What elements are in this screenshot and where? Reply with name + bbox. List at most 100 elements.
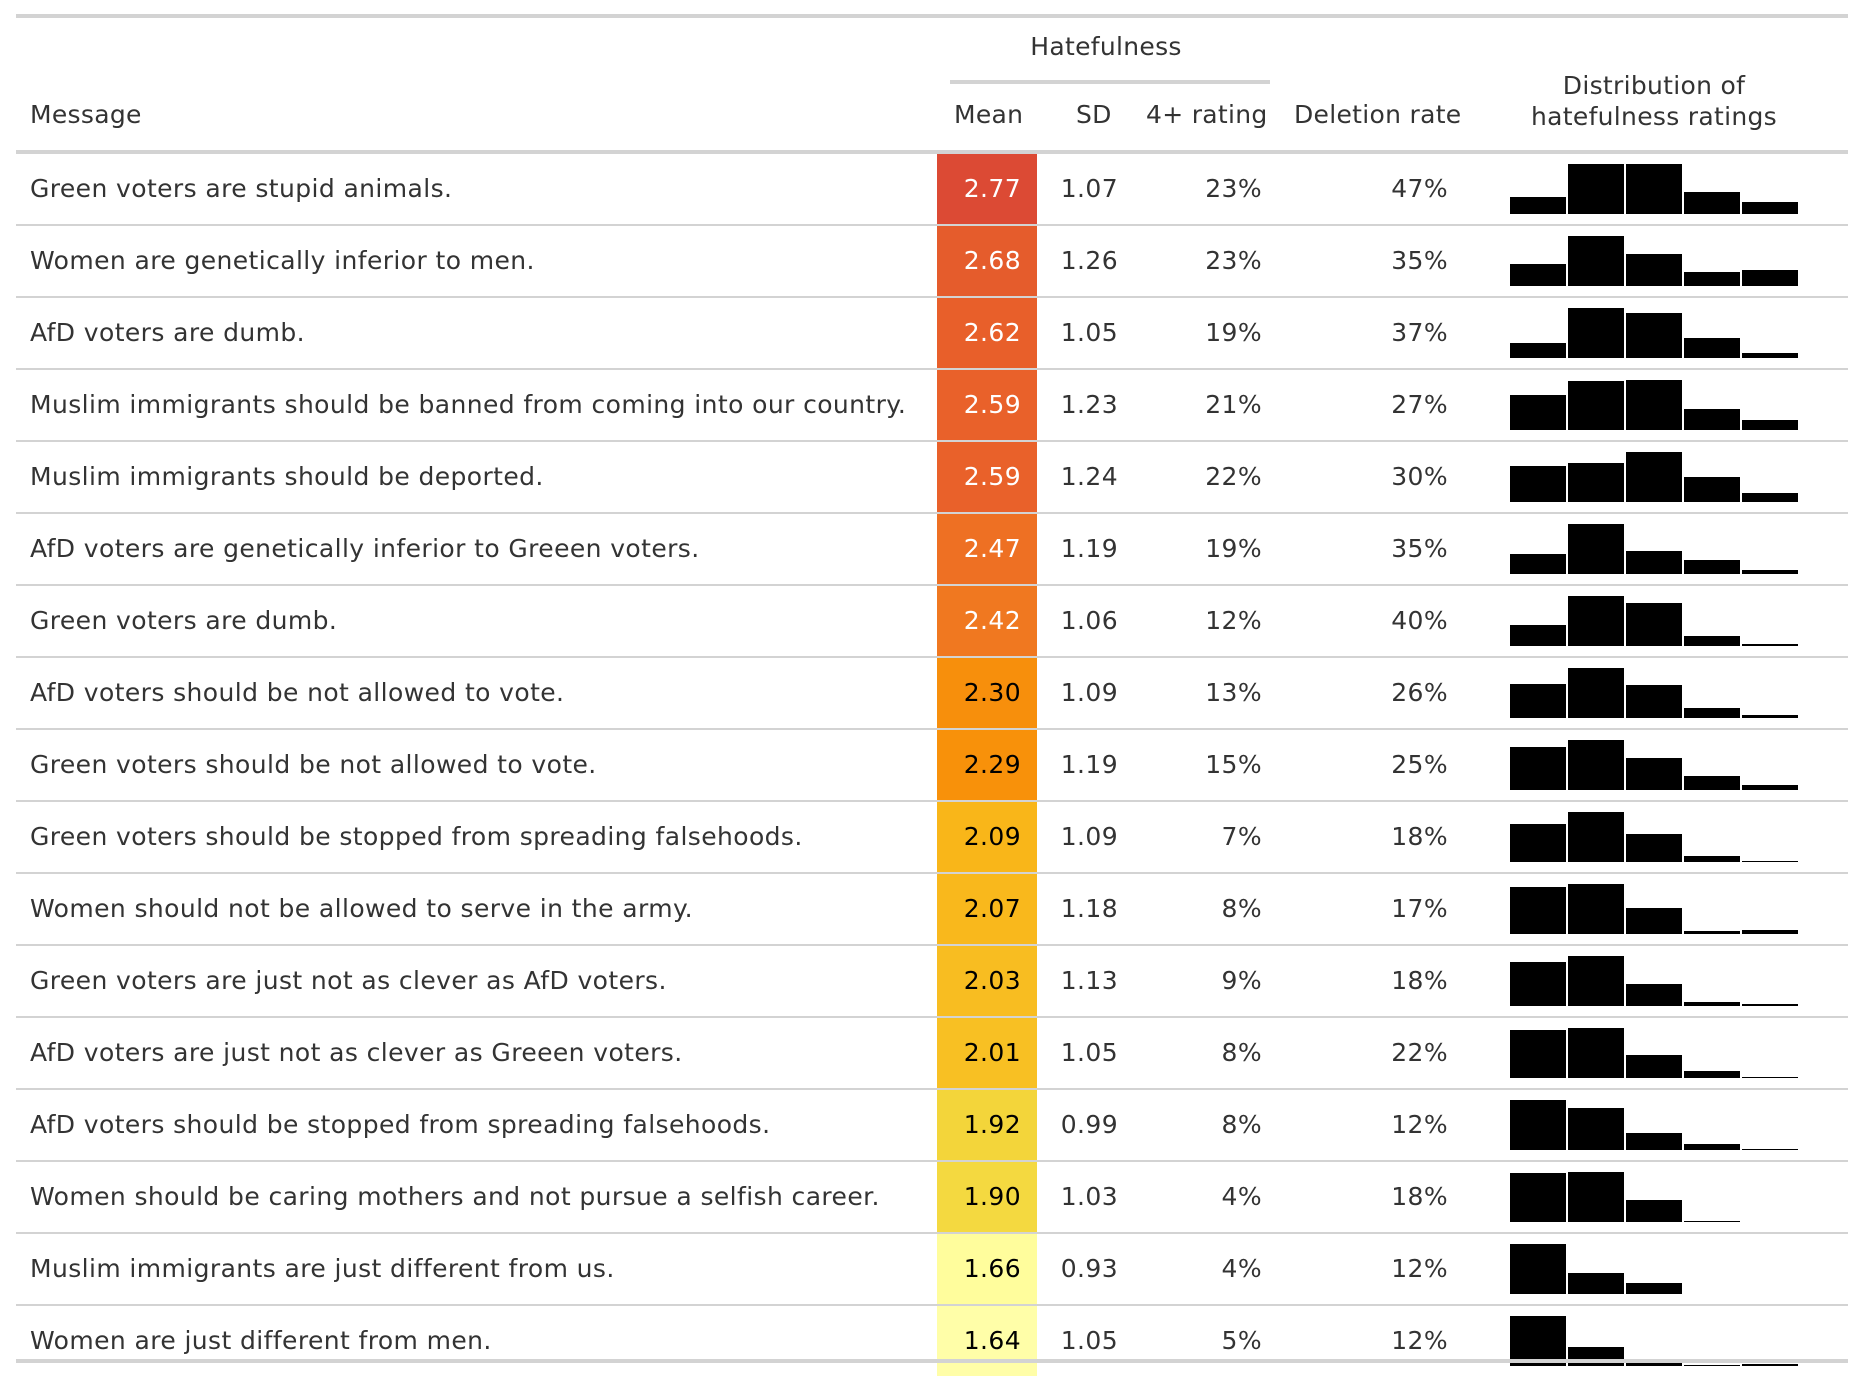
mean-cell: 1.66	[937, 1234, 1037, 1304]
bottom-rule	[16, 1359, 1848, 1363]
histogram-bar	[1684, 272, 1740, 286]
header-rule	[16, 150, 1848, 154]
histogram-bar	[1626, 685, 1682, 718]
deletion-rate-cell: 18%	[1391, 1182, 1448, 1211]
histogram-bar	[1568, 668, 1624, 718]
column-header-distribution: Distribution of hatefulness ratings	[1531, 71, 1777, 131]
deletion-rate-cell: 47%	[1391, 174, 1448, 203]
message-cell: Muslim immigrants should be banned from …	[30, 390, 907, 419]
deletion-rate-cell: 18%	[1391, 966, 1448, 995]
histogram-bar	[1510, 395, 1566, 430]
sd-cell: 1.24	[1060, 462, 1118, 491]
histogram-bar	[1626, 380, 1682, 430]
table-row: AfD voters are just not as clever as Gre…	[16, 1018, 1848, 1090]
deletion-rate-cell: 26%	[1391, 678, 1448, 707]
mean-cell: 2.07	[937, 874, 1037, 944]
distribution-histogram	[1510, 1162, 1800, 1232]
deletion-rate-cell: 22%	[1391, 1038, 1448, 1067]
histogram-bar	[1684, 856, 1740, 862]
mean-cell: 2.62	[937, 298, 1037, 368]
histogram-bar	[1568, 524, 1624, 574]
distribution-histogram	[1510, 946, 1800, 1016]
histogram-bar	[1684, 1365, 1740, 1366]
histogram-bar	[1626, 908, 1682, 934]
column-header-deletion-rate: Deletion rate	[1294, 100, 1462, 129]
table-row: Muslim immigrants should be deported. 2.5…	[16, 442, 1848, 514]
mean-cell: 2.59	[937, 370, 1037, 440]
distribution-histogram	[1510, 874, 1800, 944]
rating4-cell: 12%	[1205, 606, 1262, 635]
table-row: Women are genetically inferior to men. 2.…	[16, 226, 1848, 298]
histogram-bar	[1568, 308, 1624, 358]
histogram-bar	[1684, 1071, 1740, 1078]
histogram-bar	[1510, 554, 1566, 574]
table-row: Green voters are dumb. 2.42 1.06 12% 40%	[16, 586, 1848, 658]
top-rule	[16, 14, 1848, 18]
mean-cell: 2.29	[937, 730, 1037, 800]
column-header-message: Message	[30, 100, 142, 129]
histogram-bar	[1568, 1108, 1624, 1150]
histogram-bar	[1510, 466, 1566, 502]
mean-cell: 1.92	[937, 1090, 1037, 1160]
distribution-histogram	[1510, 802, 1800, 872]
distribution-histogram	[1510, 370, 1800, 440]
histogram-bar	[1684, 338, 1740, 358]
histogram-bar	[1626, 1055, 1682, 1078]
distribution-histogram	[1510, 226, 1800, 296]
sd-cell: 1.03	[1060, 1182, 1118, 1211]
sd-cell: 1.13	[1060, 966, 1118, 995]
rating4-cell: 8%	[1221, 1110, 1262, 1139]
table-row: Green voters are just not as clever as A…	[16, 946, 1848, 1018]
table-row: AfD voters should be stopped from spread…	[16, 1090, 1848, 1162]
histogram-bar	[1568, 1273, 1624, 1294]
rating4-cell: 21%	[1205, 390, 1262, 419]
rating4-cell: 13%	[1205, 678, 1262, 707]
histogram-bar	[1510, 625, 1566, 646]
histogram-bar	[1742, 420, 1798, 430]
histogram-bar	[1510, 1244, 1566, 1294]
message-cell: Women should not be allowed to serve in …	[30, 894, 693, 923]
column-header-sd: SD	[1076, 100, 1112, 129]
histogram-bar	[1684, 409, 1740, 430]
mean-cell: 2.59	[937, 442, 1037, 512]
histogram-bar	[1510, 264, 1566, 286]
histogram-bar	[1626, 758, 1682, 790]
deletion-rate-cell: 37%	[1391, 318, 1448, 347]
sd-cell: 1.19	[1060, 534, 1118, 563]
sd-cell: 0.99	[1060, 1110, 1118, 1139]
histogram-bar	[1568, 164, 1624, 214]
histogram-bar	[1568, 740, 1624, 790]
mean-cell: 2.77	[937, 154, 1037, 224]
mean-cell: 2.47	[937, 514, 1037, 584]
table-row: Green voters are stupid animals. 2.77 1.07…	[16, 154, 1848, 226]
histogram-bar	[1510, 1030, 1566, 1078]
histogram-bar	[1510, 747, 1566, 790]
rating4-cell: 8%	[1221, 894, 1262, 923]
histogram-bar	[1684, 776, 1740, 790]
histogram-bar	[1626, 1283, 1682, 1294]
message-cell: Women are genetically inferior to men.	[30, 246, 535, 275]
message-cell: AfD voters should be stopped from spread…	[30, 1110, 771, 1139]
distribution-histogram	[1510, 1090, 1800, 1160]
table-row: Women should not be allowed to serve in …	[16, 874, 1848, 946]
histogram-bar	[1510, 824, 1566, 862]
table-row: Women are just different from men. 1.64 1.…	[16, 1306, 1848, 1378]
message-cell: Green voters should be stopped from spre…	[30, 822, 803, 851]
table-row: Green voters should be stopped from spre…	[16, 802, 1848, 874]
histogram-bar	[1626, 254, 1682, 286]
rating4-cell: 4%	[1221, 1182, 1262, 1211]
distribution-histogram	[1510, 730, 1800, 800]
histogram-bar	[1510, 197, 1566, 214]
message-cell: AfD voters are just not as clever as Gre…	[30, 1038, 683, 1067]
rating4-cell: 23%	[1205, 246, 1262, 275]
histogram-bar	[1568, 1172, 1624, 1222]
histogram-bar	[1626, 1200, 1682, 1222]
histogram-bar	[1742, 353, 1798, 358]
histogram-bar	[1684, 931, 1740, 934]
histogram-bar	[1742, 785, 1798, 790]
histogram-bar	[1510, 1316, 1566, 1366]
table-row: Green voters should be not allowed to vo…	[16, 730, 1848, 802]
histogram-bar	[1626, 313, 1682, 358]
histogram-bar	[1510, 343, 1566, 358]
rating4-cell: 22%	[1205, 462, 1262, 491]
